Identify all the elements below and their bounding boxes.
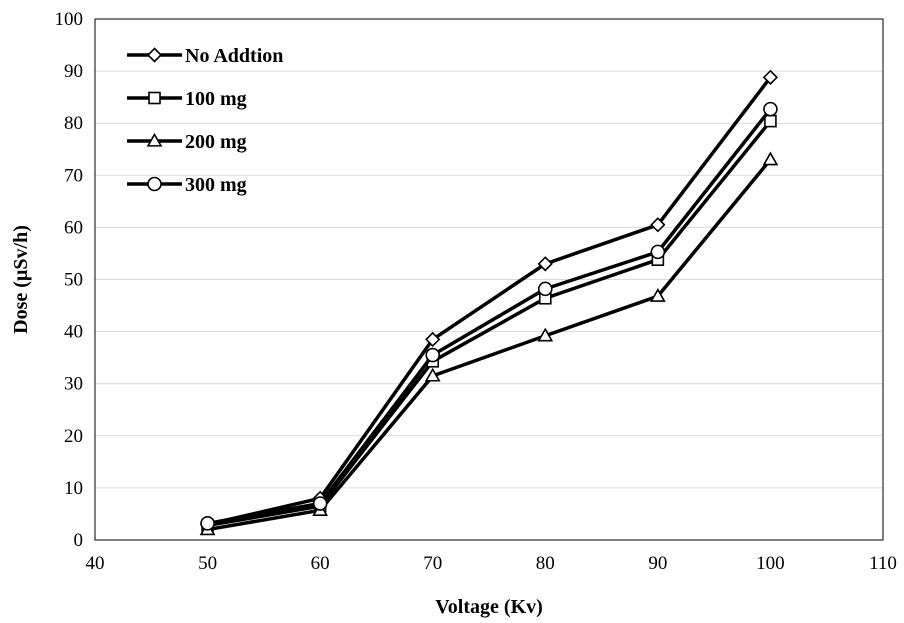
data-point-circle xyxy=(312,496,328,511)
y-axis-title: Dose (µSv/h) xyxy=(10,225,32,334)
x-tick-label: 70 xyxy=(423,553,442,574)
data-point-triangle xyxy=(649,288,666,302)
x-axis-title: Voltage (Kv) xyxy=(435,596,543,618)
legend-label: 200 mg xyxy=(185,131,247,153)
legend-marker-diamond xyxy=(146,47,163,63)
legend-item: 300 mg xyxy=(127,174,247,196)
data-point-circle xyxy=(425,347,441,363)
y-tick-label: 10 xyxy=(64,478,83,499)
legend-label: 300 mg xyxy=(185,174,247,196)
data-point-triangle xyxy=(537,327,554,342)
legend-marker-circle xyxy=(147,176,162,192)
data-point-triangle xyxy=(762,151,779,166)
series-line xyxy=(207,108,772,526)
data-point-circle xyxy=(200,516,215,531)
grid-lines xyxy=(95,70,883,489)
data-point-diamond xyxy=(762,69,779,85)
legend-label: 100 mg xyxy=(185,88,247,110)
y-tick-label: 20 xyxy=(64,426,83,447)
data-point-circle xyxy=(763,101,778,117)
x-axis-tick-labels: 40 50 60 70 80 90 100 110 xyxy=(86,553,897,574)
series-diamond xyxy=(199,69,779,533)
legend-marker-triangle xyxy=(146,132,163,147)
y-tick-label: 30 xyxy=(64,374,83,395)
data-point-diamond xyxy=(537,256,553,272)
y-tick-label: 100 xyxy=(55,9,84,30)
series-circle xyxy=(200,101,778,531)
y-tick-label: 60 xyxy=(64,217,83,238)
x-tick-label: 100 xyxy=(756,553,785,574)
series-triangle xyxy=(199,151,779,536)
legend-marker-square xyxy=(148,91,161,105)
y-tick-label: 40 xyxy=(64,322,83,343)
series-line xyxy=(207,120,772,528)
x-tick-label: 110 xyxy=(869,553,897,574)
x-tick-label: 50 xyxy=(198,553,217,574)
legend-item: No Addtion xyxy=(127,45,283,67)
x-tick-label: 80 xyxy=(536,553,555,574)
legend-item: 200 mg xyxy=(127,131,247,153)
x-tick-label: 90 xyxy=(648,553,667,574)
y-tick-label: 0 xyxy=(74,530,84,551)
legend-label: No Addtion xyxy=(185,45,283,67)
y-tick-label: 90 xyxy=(64,61,83,82)
series-lines xyxy=(199,69,779,536)
y-axis-tick-labels: 0 10 20 30 40 50 60 70 80 90 100 xyxy=(55,9,84,551)
data-point-circle xyxy=(650,244,666,260)
data-point-triangle xyxy=(424,367,441,382)
series-line xyxy=(207,158,772,532)
legend: No Addtion 100 mg 200 mg 300 mg xyxy=(127,45,283,196)
y-tick-label: 70 xyxy=(64,165,83,186)
series-line xyxy=(207,76,772,527)
y-tick-label: 50 xyxy=(64,270,83,291)
data-point-diamond xyxy=(650,217,666,233)
x-tick-label: 60 xyxy=(311,553,330,574)
data-point-circle xyxy=(537,281,553,297)
legend-item: 100 mg xyxy=(127,88,247,110)
data-point-square xyxy=(764,114,777,128)
y-tick-label: 80 xyxy=(64,113,83,134)
plot-area-border xyxy=(94,18,884,541)
x-tick-label: 40 xyxy=(86,553,105,574)
data-point-diamond xyxy=(425,331,441,348)
